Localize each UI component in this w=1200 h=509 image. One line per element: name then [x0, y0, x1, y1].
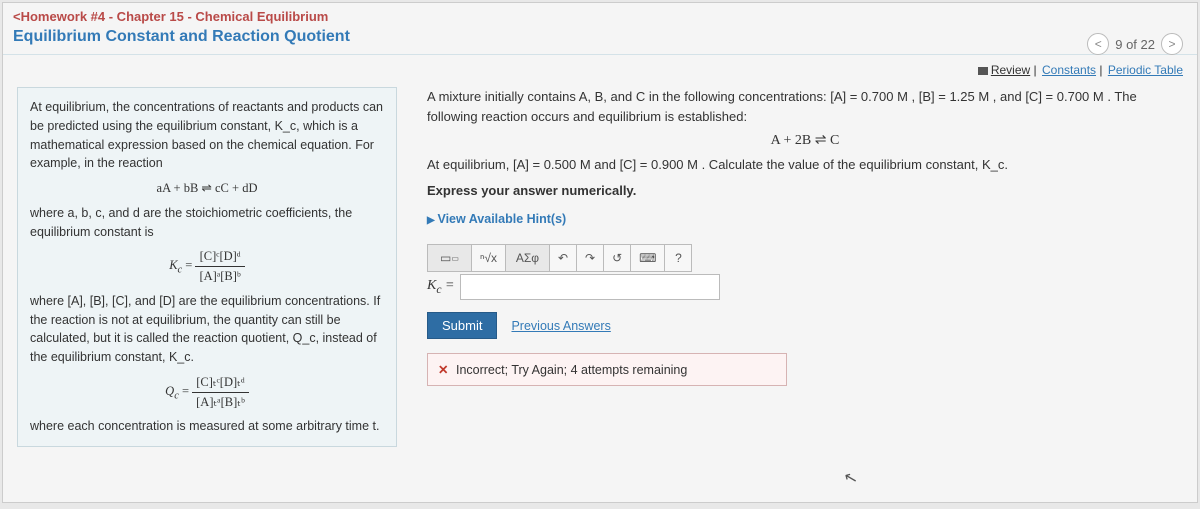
sqrt-icon[interactable]: ⁿ√x	[472, 245, 506, 271]
assignment-title: Equilibrium Constant and Reaction Quotie…	[13, 24, 1187, 52]
progress-text: 9 of 22	[1115, 37, 1155, 52]
redo-icon[interactable]: ↷	[577, 245, 604, 271]
prev-question-button[interactable]: <	[1087, 33, 1109, 55]
problem-intro: A mixture initially contains A, B, and C…	[427, 87, 1183, 126]
theory-p4: where each concentration is measured at …	[30, 417, 384, 436]
equation-general: aA + bB ⇌ cC + dD	[30, 179, 384, 198]
theory-panel: At equilibrium, the concentrations of re…	[17, 87, 397, 447]
greek-icon[interactable]: ΑΣφ	[506, 245, 550, 271]
incorrect-icon: ✕	[438, 363, 448, 377]
review-link[interactable]: Review	[978, 63, 1030, 77]
view-hints-button[interactable]: View Available Hint(s)	[427, 212, 566, 226]
math-toolbar: ▭▭ ⁿ√x ΑΣφ ↶ ↷ ↺ ⌨ ?	[427, 244, 692, 272]
help-icon[interactable]: ?	[665, 245, 691, 271]
constants-link[interactable]: Constants	[1042, 63, 1096, 77]
theory-p1: At equilibrium, the concentrations of re…	[30, 98, 384, 173]
progress-nav: < 9 of 22 >	[1087, 33, 1183, 55]
kc-formula: Kc = [C]ᶜ[D]ᵈ [A]ᵃ[B]ᵇ	[30, 247, 384, 286]
previous-answers-link[interactable]: Previous Answers	[511, 319, 610, 333]
answer-area: ▭▭ ⁿ√x ΑΣφ ↶ ↷ ↺ ⌨ ? Kc =	[427, 244, 1183, 300]
next-question-button[interactable]: >	[1161, 33, 1183, 55]
breadcrumb[interactable]: <Homework #4 - Chapter 15 - Chemical Equ…	[13, 9, 1187, 24]
qc-formula: Qc = [C]ₜᶜ[D]ₜᵈ [A]ₜᵃ[B]ₜᵇ	[30, 373, 384, 412]
templates-icon[interactable]: ▭▭	[428, 245, 472, 271]
resource-links: Review | Constants | Periodic Table	[3, 55, 1197, 77]
theory-p3: where [A], [B], [C], and [D] are the equ…	[30, 292, 384, 367]
problem-prompt: At equilibrium, [A] = 0.500 M and [C] = …	[427, 155, 1183, 175]
feedback-message: ✕ Incorrect; Try Again; 4 attempts remai…	[427, 353, 787, 386]
theory-p2: where a, b, c, and d are the stoichiomet…	[30, 204, 384, 242]
cursor-icon: ↖	[841, 467, 859, 490]
reset-icon[interactable]: ↺	[604, 245, 631, 271]
answer-label: Kc =	[427, 278, 456, 296]
keyboard-icon[interactable]: ⌨	[631, 245, 665, 271]
feedback-text: Incorrect; Try Again; 4 attempts remaini…	[456, 363, 687, 377]
periodic-table-link[interactable]: Periodic Table	[1108, 63, 1183, 77]
express-instruction: Express your answer numerically.	[427, 181, 1183, 201]
submit-button[interactable]: Submit	[427, 312, 497, 339]
undo-icon[interactable]: ↶	[550, 245, 577, 271]
reaction-equation: A + 2B ⇌ C	[427, 132, 1183, 149]
answer-input[interactable]	[460, 274, 720, 300]
